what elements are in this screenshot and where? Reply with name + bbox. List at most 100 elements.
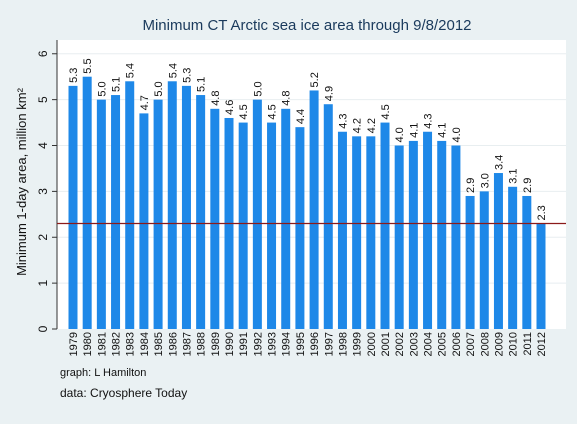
bar-value-label: 5.1 [196, 77, 208, 92]
x-tick-label: 2011 [522, 332, 534, 356]
x-tick-label: 1998 [337, 332, 349, 356]
y-tick-label: 4 [36, 142, 50, 149]
bar-1986 [167, 81, 177, 330]
y-tick-label: 5 [36, 96, 50, 103]
y-tick-label: 0 [36, 325, 50, 332]
bar-value-label: 5.0 [96, 81, 108, 96]
bar-1984 [139, 113, 149, 330]
x-tick-label: 1984 [139, 332, 151, 356]
bar-value-label: 4.3 [337, 113, 349, 128]
bar-value-label: 4.2 [366, 118, 378, 133]
bar-2008 [479, 191, 489, 329]
bar-2005 [437, 140, 447, 329]
x-tick-label: 1997 [323, 332, 335, 356]
bar-value-label: 4.5 [380, 104, 392, 119]
x-tick-label: 1990 [224, 332, 236, 356]
bar-2010 [508, 186, 518, 329]
bar-value-label: 5.4 [125, 63, 137, 78]
x-tick-label: 1995 [295, 332, 307, 356]
x-tick-label: 2000 [366, 332, 378, 356]
bar-2002 [394, 145, 404, 329]
bar-1993 [267, 122, 277, 329]
bar-value-label: 4.8 [281, 91, 293, 106]
bar-value-label: 4.8 [210, 91, 222, 106]
x-tick-label: 2003 [408, 332, 420, 356]
bar-value-label: 4.6 [224, 100, 236, 115]
bar-2001 [380, 122, 390, 329]
x-tick-label: 2004 [423, 332, 435, 356]
x-tick-label: 1989 [210, 332, 222, 356]
x-tick-label: 1985 [153, 332, 165, 356]
bar-1994 [281, 108, 291, 329]
bar-value-label: 4.4 [295, 109, 307, 124]
graph-credit: graph: L Hamilton [60, 367, 147, 379]
x-tick-label: 2002 [394, 332, 406, 356]
bar-value-label: 4.1 [408, 123, 420, 138]
x-tick-label: 1981 [96, 332, 108, 356]
bar-2004 [423, 131, 433, 329]
bar-1998 [337, 131, 347, 329]
x-tick-label: 2001 [380, 332, 392, 356]
bar-2007 [465, 195, 475, 329]
x-tick-label: 2008 [479, 332, 491, 356]
bar-value-label: 2.9 [465, 178, 477, 193]
x-tick-label: 2009 [493, 332, 505, 356]
bar-2000 [366, 136, 376, 329]
y-tick-label: 6 [36, 50, 50, 57]
plot-area: 0 1 2 3 4 5 6 5.3 1979 5.5 1980 5.0 1981 5.1 1982 5.4 19… [36, 40, 566, 356]
bar-value-label: 5.4 [167, 63, 179, 78]
bar-2011 [522, 195, 532, 329]
x-tick-label: 1996 [309, 332, 321, 356]
x-tick-label: 1992 [252, 332, 264, 356]
x-tick-label: 2010 [508, 332, 520, 356]
x-tick-label: 1988 [196, 332, 208, 356]
bar-value-label: 4.5 [267, 104, 279, 119]
x-tick-label: 1982 [111, 332, 123, 356]
bar-1999 [352, 136, 362, 329]
bar-2003 [408, 140, 418, 329]
x-tick-label: 2007 [465, 332, 477, 356]
bar-value-label: 3.0 [479, 173, 491, 188]
chart-title: Minimum CT Arctic sea ice area through 9… [142, 17, 471, 34]
x-tick-label: 1994 [281, 332, 293, 356]
y-tick-label: 2 [36, 234, 50, 241]
bar-2012 [536, 223, 546, 329]
bar-1996 [309, 90, 319, 329]
x-tick-label: 1983 [125, 332, 137, 356]
bar-1989 [210, 108, 220, 329]
bar-value-label: 4.7 [139, 95, 151, 110]
bar-value-label: 5.3 [68, 68, 80, 83]
bar-1992 [252, 99, 262, 329]
x-tick-label: 1993 [267, 332, 279, 356]
bar-1981 [96, 99, 106, 329]
bar-value-label: 2.3 [536, 205, 548, 220]
bar-2009 [493, 173, 503, 329]
y-axis-label: Minimum 1-day area, million km² [14, 87, 29, 275]
bar-1985 [153, 99, 163, 329]
bar-value-label: 3.1 [508, 168, 520, 183]
bar-value-label: 4.5 [238, 104, 250, 119]
x-tick-label: 2005 [437, 332, 449, 356]
bar-1997 [323, 104, 333, 329]
bar-value-label: 2.9 [522, 178, 534, 193]
bar-value-label: 4.3 [423, 113, 435, 128]
bar-value-label: 4.0 [394, 127, 406, 142]
bar-1995 [295, 127, 305, 330]
x-tick-label: 1980 [82, 332, 94, 356]
bar-value-label: 4.1 [437, 123, 449, 138]
bar-1987 [181, 85, 191, 329]
bar-1982 [111, 95, 121, 329]
bar-value-label: 5.3 [181, 68, 193, 83]
bar-value-label: 4.2 [352, 118, 364, 133]
y-tick-label: 1 [36, 279, 50, 286]
bar-1983 [125, 81, 135, 330]
bar-1991 [238, 122, 248, 329]
x-tick-label: 2006 [451, 332, 463, 356]
bar-value-label: 5.2 [309, 72, 321, 87]
x-tick-label: 1986 [167, 332, 179, 356]
bar-value-label: 4.0 [451, 127, 463, 142]
x-tick-label: 1999 [352, 332, 364, 356]
bar-value-label: 5.5 [82, 58, 94, 73]
